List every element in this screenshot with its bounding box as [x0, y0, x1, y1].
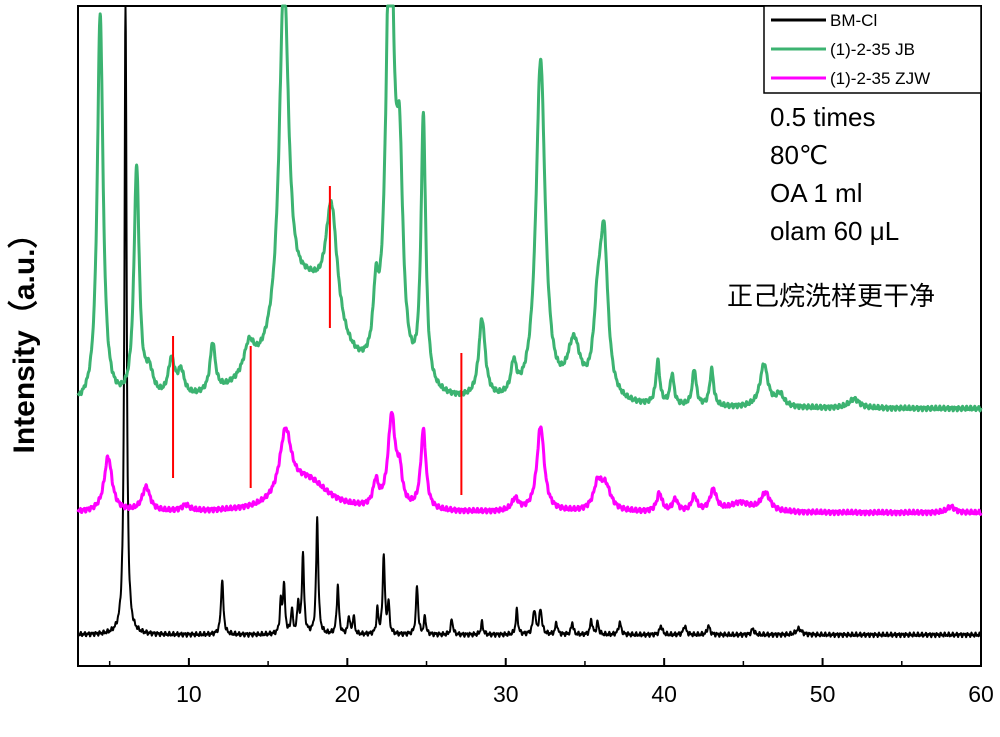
- series-line-1: [76, 410, 983, 517]
- legend-label-zjw: (1)-2-35 ZJW: [830, 69, 930, 88]
- series-line-2: [76, 4, 983, 413]
- legend-label-bmcl: BM-Cl: [830, 11, 877, 30]
- x-tick-label: 20: [335, 681, 361, 707]
- plot-frame: [77, 5, 982, 667]
- annotation-times: 0.5 times: [770, 102, 876, 132]
- annotation-olam: olam 60 μL: [770, 216, 899, 246]
- annotation-note-cn: 正己烷洗样更干净: [727, 282, 935, 312]
- legend-label-jb: (1)-2-35 JB: [830, 40, 915, 59]
- annotation-temperature: 80℃: [770, 140, 828, 170]
- x-tick-label: 30: [493, 681, 519, 707]
- x-axis-ticks: 10 20 30 40 50 60: [108, 658, 994, 707]
- legend: BM-Cl (1)-2-35 JB (1)-2-35 ZJW: [763, 5, 982, 94]
- series-line-0: [77, 5, 982, 639]
- y-axis-label: Intensity（a.u.）: [7, 218, 41, 453]
- x-tick-label: 40: [651, 681, 677, 707]
- marker-layer: [172, 186, 463, 495]
- x-tick-label: 10: [176, 681, 202, 707]
- x-tick-label: 60: [968, 681, 994, 707]
- x-tick-label: 50: [810, 681, 836, 707]
- series-layer: [76, 4, 983, 639]
- annotation-oa: OA 1 ml: [770, 178, 862, 208]
